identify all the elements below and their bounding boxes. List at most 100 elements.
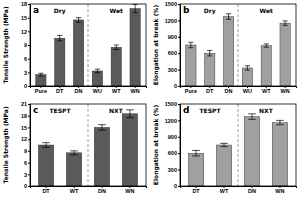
tick: 9 <box>24 42 30 48</box>
tick-label: WN <box>125 188 134 194</box>
bar <box>66 153 81 186</box>
tick: WN <box>281 86 290 94</box>
y-axis-title: Tensile Strength (MPa) <box>2 106 10 183</box>
tick: 0 <box>174 83 180 89</box>
error-cap <box>264 47 269 48</box>
tick-label: 3 <box>24 172 27 178</box>
error-cap <box>192 150 200 151</box>
error-cap <box>264 43 269 44</box>
error-bar <box>97 69 98 73</box>
tick: DN <box>98 186 106 194</box>
tick-label: WU <box>93 88 102 94</box>
error-cap <box>207 55 212 56</box>
group-label: NXT <box>259 107 274 114</box>
bar <box>216 145 231 186</box>
tick: WU <box>93 86 102 94</box>
tick-label: 600 <box>168 150 177 156</box>
tick-label: 0 <box>24 183 27 189</box>
tick: WU <box>243 86 252 94</box>
tick: 300 <box>168 67 180 73</box>
panel-label: b <box>183 5 190 15</box>
tick: WT <box>112 86 121 94</box>
tick: 12 <box>21 29 30 35</box>
tick-label: WU <box>243 88 252 94</box>
tick-label: 300 <box>168 167 177 173</box>
bar <box>94 127 109 186</box>
tick-label: 9 <box>24 148 27 154</box>
tick: 12 <box>21 136 30 142</box>
tick: 1200 <box>165 18 180 24</box>
tick-label: WT <box>262 88 271 94</box>
error-cap <box>126 117 134 118</box>
error-cap <box>220 146 228 147</box>
x-axis: PureDTDNWUWTWN <box>181 86 297 94</box>
tick-label: DN <box>225 88 233 94</box>
tick-label: 0 <box>174 83 177 89</box>
panel: 030060090012001500PureDTDNWUWTWNElongati… <box>152 1 297 94</box>
error-cap <box>245 65 250 66</box>
tick: 1500 <box>165 1 180 7</box>
tick: 900 <box>168 134 180 140</box>
tick-mark <box>28 31 30 32</box>
tick-label: DT <box>192 188 200 194</box>
error-cap <box>188 42 193 43</box>
error-cap <box>207 50 212 51</box>
error-bar <box>40 73 41 76</box>
tick-label: 6 <box>24 56 27 62</box>
error-cap <box>57 35 62 36</box>
x-axis: PureDTDNWUWTWN <box>31 86 147 94</box>
error-bar <box>59 35 60 40</box>
tick: DN <box>225 86 233 94</box>
bar <box>244 117 259 186</box>
group-label: Dry <box>204 7 216 15</box>
tick-mark <box>178 120 180 121</box>
tick-label: DN <box>248 188 256 194</box>
tick: WT <box>262 86 271 94</box>
error-cap <box>76 17 81 18</box>
tick-mark <box>28 59 30 60</box>
error-bar <box>209 50 210 55</box>
bar <box>186 45 196 86</box>
plot-area <box>186 4 291 86</box>
tick: DT <box>42 186 50 194</box>
tick-mark <box>28 45 30 46</box>
panel-label: a <box>33 5 39 15</box>
tick: 15 <box>21 15 30 21</box>
tick-mark <box>178 137 180 138</box>
panel: 030060090012001500DTWTDNWNElongation at … <box>152 101 297 194</box>
tick-label: WN <box>275 188 284 194</box>
tick: 600 <box>168 150 180 156</box>
group-separator <box>238 104 239 186</box>
tick-label: DT <box>56 88 64 94</box>
plot-frame <box>30 104 146 186</box>
tick-mark <box>178 153 180 154</box>
axis-line <box>181 87 297 89</box>
tick-mark <box>28 4 30 5</box>
tick-label: DT <box>42 188 50 194</box>
tick: 9 <box>24 148 30 154</box>
group-separator <box>88 104 89 186</box>
y-axis: 030060090012001500 <box>165 1 181 89</box>
error-bar <box>285 21 286 25</box>
tick-mark <box>178 170 180 171</box>
error-cap <box>220 143 228 144</box>
bar <box>205 53 215 86</box>
tick: DN <box>248 186 256 194</box>
bar <box>272 123 287 186</box>
bar <box>92 71 102 86</box>
tick-mark <box>28 139 30 140</box>
tick: 900 <box>168 34 180 40</box>
bar <box>223 17 233 86</box>
group-label: Wet <box>260 7 273 14</box>
error-bar <box>196 150 197 155</box>
error-bar <box>101 125 102 130</box>
tick: 6 <box>24 56 30 62</box>
error-bar <box>224 143 225 146</box>
tick-label: 1200 <box>165 118 177 124</box>
bar <box>122 114 137 186</box>
tick-label: WT <box>112 88 121 94</box>
tick-mark <box>178 37 180 38</box>
error-cap <box>95 69 100 70</box>
tick-mark <box>28 104 30 105</box>
error-cap <box>98 130 106 131</box>
